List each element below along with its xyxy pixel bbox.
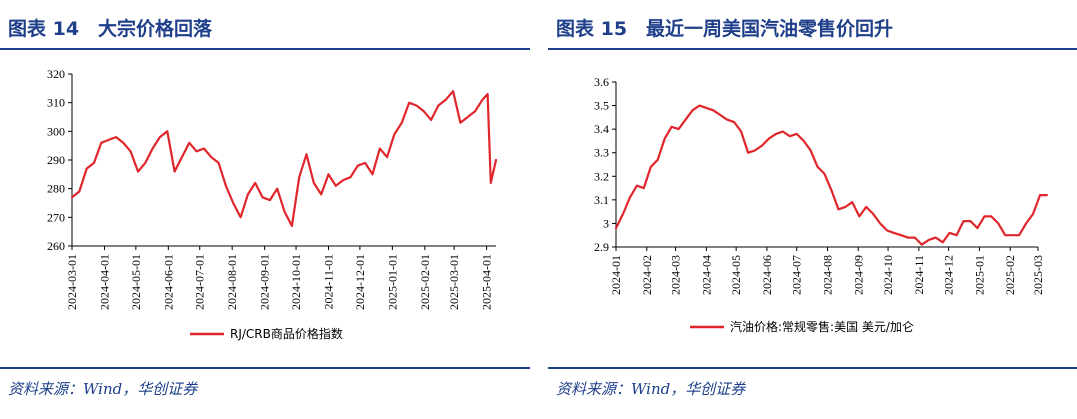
y-tick-label: 290 [47,153,65,167]
figure-title: 图表 15 最近一周美国汽油零售价回升 [556,18,894,40]
x-tick-label: 2024-09 [851,255,865,295]
source-note: 资料来源：Wind，华创证券 [8,380,198,398]
x-tick-label: 2024-01 [609,255,623,295]
y-tick-label: 300 [47,124,65,138]
x-tick-label: 2024-05-01 [129,254,143,310]
x-tick-label: 2024-06 [760,255,774,295]
footer-divider [548,367,1077,369]
x-tick-label: 2024-07-01 [193,254,207,310]
source-note: 资料来源：Wind，华创证券 [556,380,746,398]
x-tick-label: 2025-01 [972,255,986,295]
crb-index-chart: 260 270 280 290 300 310 320 2024-03-01 2024-04-0… [47,67,498,341]
x-tick-label: 2025-02 [1003,255,1017,295]
y-tick-label: 260 [47,239,65,253]
title-divider [548,48,1077,50]
series-line [70,90,498,227]
legend-label: 汽油价格:常规零售:美国 美元/加仑 [730,319,914,334]
footer-divider [0,367,530,369]
x-tick-label: 2024-07 [790,255,804,295]
y-tick-label: 270 [47,210,65,224]
x-tick-label: 2024-09-01 [258,254,272,310]
figure-14: 图表 14 大宗价格回落 260 270 280 290 300 310 320 2024-0… [0,0,530,419]
figure-title: 图表 14 大宗价格回落 [8,18,213,40]
y-tick-label: 3.6 [594,75,609,89]
y-tick-label: 3.5 [594,99,609,113]
x-tick-label: 2024-06-01 [161,254,175,310]
x-tick-label: 2024-08-01 [225,254,239,310]
y-tick-label: 3.4 [594,122,609,136]
x-tick-label: 2024-11 [912,255,926,295]
x-tick-label: 2024-08 [820,255,834,295]
y-tick-label: 3 [603,216,609,230]
y-tick-label: 3.1 [594,193,609,207]
y-tick-label: 320 [47,67,65,81]
y-tick-label: 280 [47,182,65,196]
y-tick-label: 310 [47,96,65,110]
figure-15: 图表 15 最近一周美国汽油零售价回升 2.9 3 3.1 3.2 3.3 3.4 3.5 3… [548,0,1077,419]
x-tick-label: 2025-01-01 [385,254,399,310]
title-divider [0,48,530,50]
x-tick-label: 2025-03 [1031,255,1045,295]
x-tick-label: 2024-10 [881,255,895,295]
x-tick-label: 2025-04-01 [480,254,494,310]
x-tick-label: 2024-12 [942,255,956,295]
x-tick-label: 2025-03-01 [447,254,461,310]
legend-label: RJ/CRB商品价格指数 [230,326,343,341]
y-tick-label: 3.3 [594,146,609,160]
x-tick-label: 2024-11-01 [321,254,335,310]
y-tick-label: 2.9 [594,240,609,254]
x-tick-label: 2024-02 [640,255,654,295]
gasoline-price-chart: 2.9 3 3.1 3.2 3.3 3.4 3.5 3.6 2024-01 2024-02 2024… [594,75,1048,334]
x-tick-label: 2024-04 [699,255,713,295]
x-tick-label: 2024-03-01 [65,254,79,310]
x-tick-label: 2024-03 [669,255,683,295]
x-tick-label: 2024-12-01 [353,254,367,310]
x-tick-label: 2025-02-01 [418,254,432,310]
y-tick-label: 3.2 [594,169,609,183]
series-line [614,104,1048,246]
x-tick-label: 2024-05 [729,255,743,295]
x-tick-label: 2024-10-01 [289,254,303,310]
x-tick-label: 2024-04-01 [97,254,111,310]
